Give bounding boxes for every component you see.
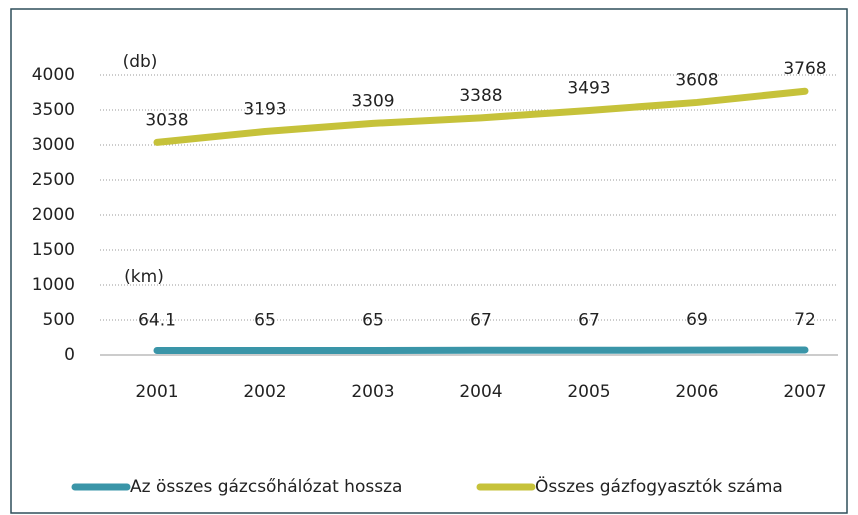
data-label: 72 — [794, 310, 816, 330]
y-tick-label: 0 — [64, 345, 75, 365]
legend-label: Az összes gázcsőhálózat hossza — [130, 477, 402, 497]
data-label: 67 — [470, 310, 492, 330]
unit-annotation: (db) — [123, 52, 158, 72]
y-tick-label: 3000 — [32, 135, 75, 155]
x-tick-label: 2005 — [567, 382, 610, 402]
data-label: 3768 — [783, 59, 826, 79]
y-tick-label: 1500 — [32, 240, 75, 260]
y-tick-label: 2000 — [32, 205, 75, 225]
x-tick-label: 2003 — [351, 382, 394, 402]
data-label: 3493 — [567, 78, 610, 98]
data-label: 65 — [362, 310, 384, 330]
data-label: 3038 — [145, 110, 188, 130]
y-tick-label: 1000 — [32, 275, 75, 295]
data-label: 64.1 — [138, 311, 176, 331]
data-label: 3388 — [459, 86, 502, 106]
data-label: 67 — [578, 310, 600, 330]
series-line — [153, 346, 809, 355]
x-tick-label: 2002 — [243, 382, 286, 402]
unit-annotation: (km) — [124, 267, 164, 287]
x-tick-label: 2006 — [675, 382, 718, 402]
x-tick-label: 2001 — [135, 382, 178, 402]
data-label: 3309 — [351, 91, 394, 111]
y-tick-label: 4000 — [32, 65, 75, 85]
y-tick-label: 3500 — [32, 100, 75, 120]
y-tick-label: 2500 — [32, 170, 75, 190]
data-label: 69 — [686, 310, 708, 330]
chart-border — [10, 8, 848, 514]
data-label: 3608 — [675, 70, 718, 90]
x-tick-label: 2007 — [783, 382, 826, 402]
x-tick-label: 2004 — [459, 382, 502, 402]
y-tick-label: 500 — [43, 310, 75, 330]
data-label: 3193 — [243, 99, 286, 119]
legend-label: Összes gázfogyasztók száma — [535, 475, 783, 497]
series-line — [153, 87, 809, 146]
data-label: 65 — [254, 310, 276, 330]
